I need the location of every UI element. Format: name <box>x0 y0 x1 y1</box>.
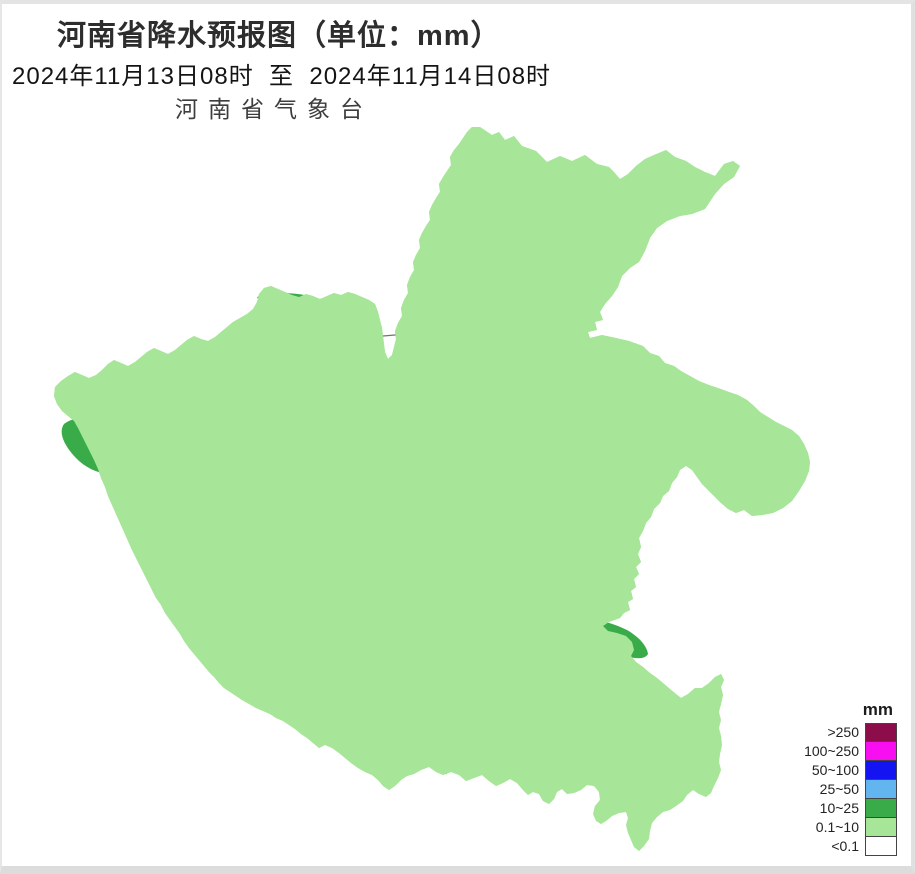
legend-row: 25~50 <box>787 780 897 799</box>
legend-range-label: 0.1~10 <box>815 819 859 835</box>
legend-row: 50~100 <box>787 761 897 780</box>
legend-row: <0.1 <box>787 837 897 856</box>
legend-color-swatch <box>865 780 897 799</box>
legend-rows: >250 100~250 50~100 25~50 10~25 0.1~10 <0.1 <box>787 723 897 856</box>
legend-row: 0.1~10 <box>787 818 897 837</box>
legend-color-swatch <box>865 837 897 856</box>
legend-range-label: 50~100 <box>811 762 859 778</box>
province-border <box>52 125 812 853</box>
legend-color-swatch <box>865 818 897 837</box>
valid-period-text: 2024年11月13日08时 至 2024年11月14日08时 <box>12 63 552 90</box>
legend-row: >250 <box>787 723 897 742</box>
legend-range-label: 100~250 <box>804 743 859 759</box>
legend-color-swatch <box>865 723 897 742</box>
legend-range-label: 10~25 <box>819 800 859 816</box>
agency-name: 河南省气象台 <box>175 97 373 123</box>
legend-range-label: <0.1 <box>831 838 859 854</box>
page-title: 河南省降水预报图（单位：mm） <box>57 20 501 52</box>
legend-color-swatch <box>865 742 897 761</box>
map-legend: mm >250 100~250 50~100 25~50 10~25 0.1~10 <0.1 <box>787 700 897 856</box>
legend-unit-label: mm <box>862 700 893 719</box>
legend-row: 10~25 <box>787 799 897 818</box>
legend-color-swatch <box>865 799 897 818</box>
henan-precipitation-map <box>52 125 812 853</box>
legend-range-label: 25~50 <box>819 781 859 797</box>
legend-color-swatch <box>865 761 897 780</box>
legend-range-label: >250 <box>827 724 859 740</box>
legend-row: 100~250 <box>787 742 897 761</box>
